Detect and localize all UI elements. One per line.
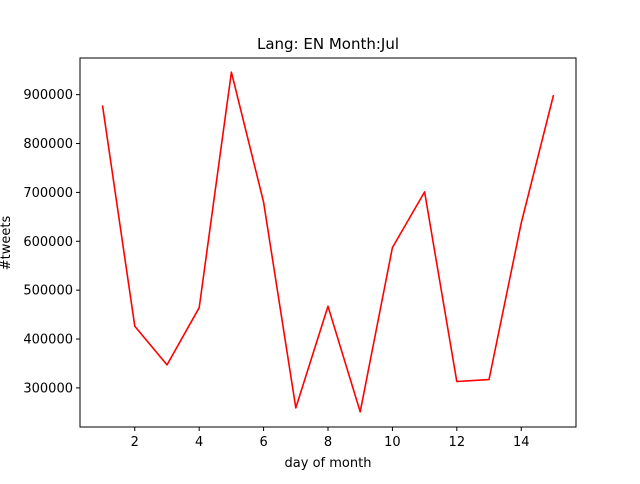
series-line	[101, 71, 555, 413]
y-tick-label: 600000	[23, 235, 73, 250]
x-tick-label: 12	[449, 435, 466, 450]
plot-area	[101, 71, 555, 413]
x-tick-label: 14	[513, 435, 530, 450]
x-axis-label: day of month	[285, 456, 372, 471]
y-axis-label: #tweets	[0, 216, 14, 271]
y-tick-label: 700000	[23, 186, 73, 201]
plot-frame	[79, 57, 577, 428]
x-tick-label: 10	[384, 435, 401, 450]
x-tick-label: 8	[324, 435, 332, 450]
chart-title: Lang: EN Month:Jul	[257, 35, 399, 53]
y-tick-label: 800000	[23, 137, 73, 152]
y-tick-label: 300000	[23, 381, 73, 396]
y-axis: 300000 400000 500000 600000 700000 800000 9000…	[23, 88, 80, 396]
x-tick-label: 2	[131, 435, 139, 450]
y-tick-label: 400000	[23, 333, 73, 348]
y-tick-label: 500000	[23, 284, 73, 299]
x-tick-label: 6	[259, 435, 267, 450]
x-tick-label: 4	[195, 435, 203, 450]
x-axis: 2 4 6 8 10 12 14	[131, 427, 530, 450]
y-tick-label: 900000	[23, 88, 73, 103]
